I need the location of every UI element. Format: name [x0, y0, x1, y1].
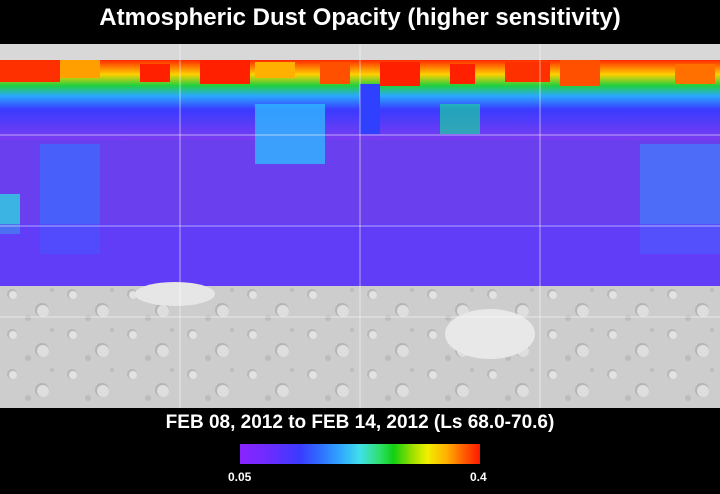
map-title: Atmospheric Dust Opacity (higher sensiti… — [99, 4, 621, 31]
colorbar-min-label: 0.05 — [228, 470, 252, 484]
graticule — [0, 44, 720, 408]
date-range-label: FEB 08, 2012 to FEB 14, 2012 (Ls 68.0-70… — [165, 412, 555, 433]
colorbar — [240, 444, 480, 464]
mars-dust-opacity-map — [0, 44, 720, 408]
colorbar-max-label: 0.4 — [470, 470, 487, 484]
